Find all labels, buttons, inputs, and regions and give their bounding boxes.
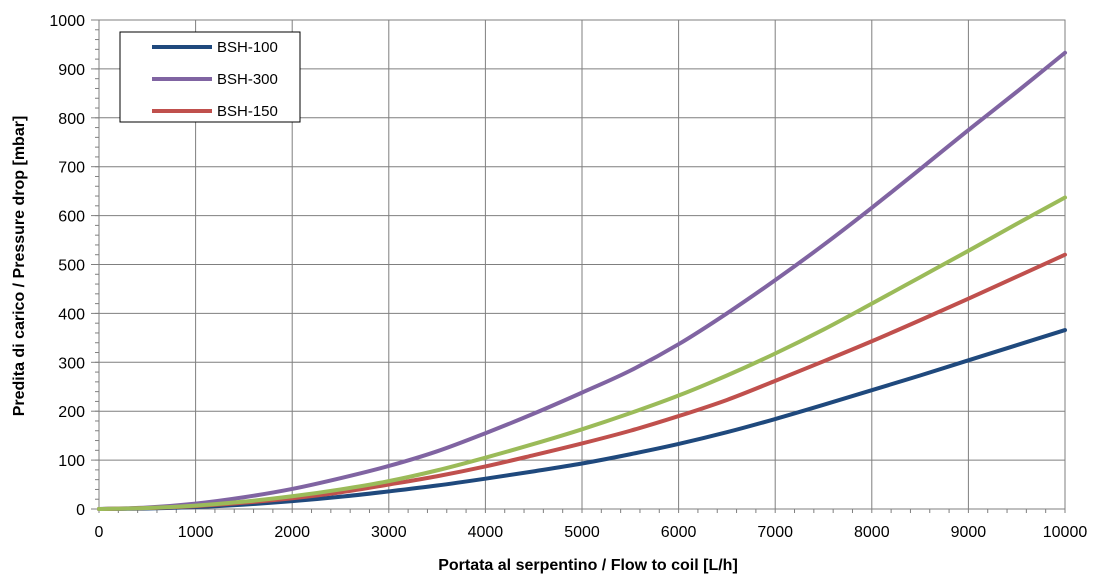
y-tick-label: 1000	[49, 13, 85, 30]
series-line-bsh-100	[97, 328, 1067, 511]
x-tick-label: 5000	[564, 524, 600, 541]
y-tick-labels: 0 100 200 300 400 500 600 700 800 900 1000	[49, 13, 85, 519]
plot-area-border	[98, 19, 1066, 510]
legend-label-bsh-150: BSH-150	[217, 103, 278, 120]
plot-frame	[98, 19, 1066, 510]
x-tick-label: 9000	[951, 524, 987, 541]
y-tick-label: 500	[58, 258, 85, 275]
x-tick-label: 4000	[468, 524, 504, 541]
legend-label-bsh-100: BSH-100	[217, 39, 278, 56]
y-tick-label: 100	[58, 453, 85, 470]
x-tick-label: 0	[95, 524, 104, 541]
y-axis-title: Predita di carico / Pressure drop [mbar]	[11, 116, 28, 417]
x-tick-label: 10000	[1043, 524, 1088, 541]
series-lines	[97, 50, 1067, 511]
x-tick-label: 8000	[854, 524, 890, 541]
legend: BSH-100 BSH-300 BSH-150	[119, 31, 301, 123]
x-tick-label: 6000	[661, 524, 697, 541]
series-line-bsh-300	[97, 50, 1067, 511]
x-tick-labels: 0 1000 2000 3000 4000 5000 6000 7000 8000 9000 100…	[95, 524, 1088, 541]
x-tick-label: 7000	[757, 524, 793, 541]
x-tick-label: 2000	[274, 524, 310, 541]
x-axis-title: Portata al serpentino / Flow to coil [L/…	[438, 557, 738, 574]
x-tick-label: 1000	[178, 524, 214, 541]
y-tick-label: 600	[58, 209, 85, 226]
y-tick-label: 700	[58, 160, 85, 177]
series-line-unlabeled-3	[97, 195, 1067, 511]
legend-label-bsh-300: BSH-300	[217, 71, 278, 88]
y-tick-label: 300	[58, 355, 85, 372]
minor-ticks	[91, 19, 1066, 513]
x-tick-label: 3000	[371, 524, 407, 541]
y-tick-label: 0	[76, 502, 85, 519]
y-tick-label: 200	[58, 404, 85, 421]
y-tick-label: 400	[58, 306, 85, 323]
y-tick-label: 900	[58, 62, 85, 79]
y-tick-label: 800	[58, 111, 85, 128]
